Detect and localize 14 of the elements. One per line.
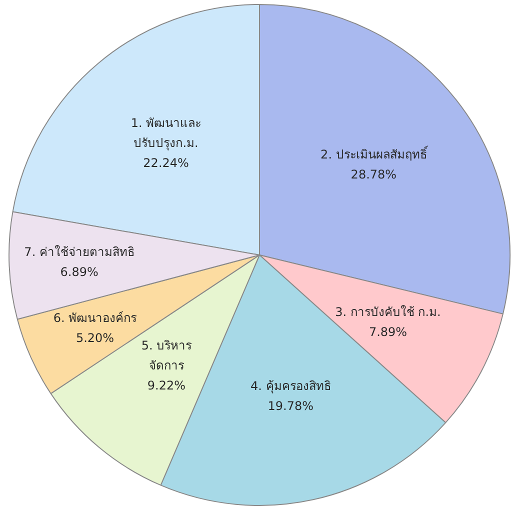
data-label: 6.89% <box>60 264 98 279</box>
data-label: 5.20% <box>76 331 114 346</box>
slice-label: 1. พัฒนาและ ปรับปรุงก.ม. <box>130 116 202 151</box>
slice-label: 3. การบังคับใช้ ก.ม. <box>335 304 441 319</box>
data-label: 19.78% <box>268 399 314 414</box>
data-label: 28.78% <box>350 167 397 182</box>
slice-label: 7. ค่าใช้จ่ายตามสิทธิ <box>24 244 134 259</box>
data-label: 9.22% <box>147 378 186 393</box>
slice-label: 6. พัฒนาองค์กร <box>53 311 138 326</box>
data-label: 22.24% <box>143 156 189 170</box>
slice-label: 4. คุ้มครองสิทธิ <box>250 379 331 394</box>
slice-label: 5. บริหาร จัดการ <box>141 338 193 373</box>
slice-label: 2. ประเมินผลสัมฤทธิ์ <box>320 145 429 162</box>
data-label: 7.89% <box>368 324 408 339</box>
